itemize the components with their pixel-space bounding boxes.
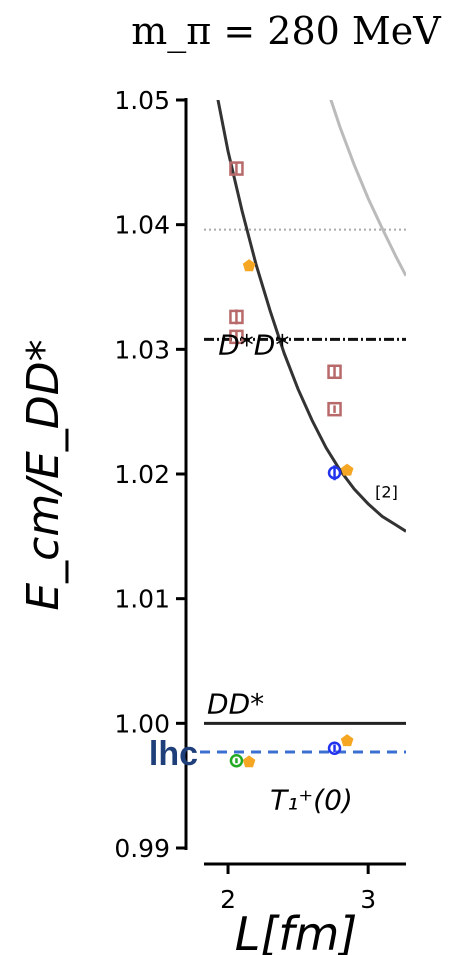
- plot-area: 0.99 1.00 1.01 1.02 1.03 1.04 1.05 2 3 lhc T₁⁺(0) D…: [114, 86, 406, 914]
- y-tick-label: 1.05: [114, 86, 170, 115]
- data-point-square: [229, 309, 244, 325]
- y-tick-label: 1.01: [114, 585, 170, 614]
- data-point-circle: [327, 466, 342, 480]
- data-point-square: [327, 401, 342, 417]
- annotation-label: T₁⁺(0): [270, 783, 353, 816]
- data-point-circle: [229, 753, 244, 768]
- y-tick-label: 0.99: [114, 834, 170, 863]
- y-tick-label: 1.03: [114, 335, 170, 364]
- energy-curve: [216, 100, 406, 533]
- energy-curve-upper: [329, 100, 406, 277]
- y-tick-label: 1.02: [114, 460, 170, 489]
- data-point-square: [229, 329, 244, 345]
- y-axis-label: E_cm/E_DD*: [18, 339, 69, 610]
- annotation-label: D*D*: [218, 328, 289, 361]
- data-point-pentagon: [242, 259, 256, 272]
- data-point-pentagon: [340, 463, 354, 476]
- x-axis-label: L[fm]: [235, 907, 358, 955]
- chart-title: m_π = 280 MeV: [131, 9, 441, 54]
- x-tick-label: 2: [220, 885, 236, 914]
- annotation-label: [2]: [375, 483, 398, 502]
- lhc-label: lhc: [149, 735, 198, 773]
- annotation-label: DD*: [207, 687, 264, 720]
- x-tick-label: 3: [360, 885, 376, 914]
- data-point-square: [229, 161, 244, 176]
- data-point-circle: [327, 741, 342, 756]
- data-point-pentagon: [242, 755, 256, 768]
- y-tick-label: 1.00: [114, 709, 170, 738]
- data-point-pentagon: [340, 734, 354, 747]
- data-point-square: [327, 364, 342, 380]
- y-tick-label: 1.04: [114, 211, 170, 240]
